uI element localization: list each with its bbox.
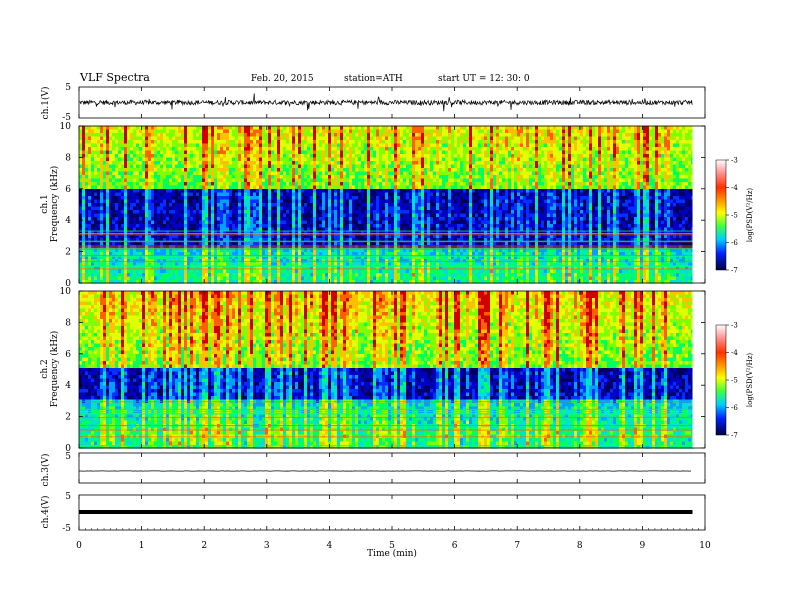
colorbar-ch1-label: log(PSD(V²/Hz) bbox=[746, 188, 754, 243]
ch4-ylabel: ch.4(V) bbox=[40, 496, 51, 529]
freq-tick-label: 6 bbox=[65, 185, 71, 195]
ch3-frame bbox=[79, 453, 705, 483]
colorbar-tick-label: -4 bbox=[731, 184, 738, 192]
colorbar-ch1: -3 -4 -5 -6 -7 log(PSD(V²/Hz) bbox=[716, 157, 754, 275]
date-label: Feb. 20, 2015 bbox=[251, 74, 314, 84]
ch3-ylabel: ch.3(V) bbox=[40, 454, 51, 487]
ch1-channel-label: ch.1 bbox=[40, 194, 50, 213]
colorbar-ch1-gradient bbox=[716, 160, 726, 270]
ch1-ytick-top: 5 bbox=[65, 83, 71, 93]
freq-tick-label: 10 bbox=[60, 287, 72, 297]
colorbar-tick-label: -4 bbox=[731, 349, 738, 357]
ch2-spectrogram-image bbox=[79, 291, 705, 449]
ch2-channel-label: ch.2 bbox=[40, 359, 50, 378]
freq-tick-label: 8 bbox=[65, 318, 71, 328]
x-tick-label: 6 bbox=[452, 541, 458, 551]
colorbar-tick-label: -6 bbox=[731, 404, 738, 412]
ch3-ytick-top: 5 bbox=[65, 452, 71, 462]
x-tick-label: 7 bbox=[514, 541, 520, 551]
x-tick-label: 4 bbox=[327, 541, 333, 551]
colorbar-tick-label: -5 bbox=[731, 212, 738, 220]
colorbar-tick-label: -3 bbox=[731, 157, 738, 165]
freq-tick-label: 2 bbox=[65, 248, 71, 258]
x-tick-label: 9 bbox=[640, 541, 646, 551]
figure-title: VLF Spectra bbox=[79, 71, 150, 84]
freq-tick-label: 10 bbox=[60, 122, 72, 132]
ch4-waveform-line bbox=[79, 510, 693, 514]
x-tick-label: 2 bbox=[201, 541, 207, 551]
ch4-ytick-top: 5 bbox=[65, 492, 71, 502]
freq-tick-label: 4 bbox=[65, 216, 71, 226]
colorbar-ch2: -3 -4 -5 -6 -7 log(PSD(V²/Hz) bbox=[716, 322, 754, 440]
ch1-ylabel: ch.1(V) bbox=[40, 87, 51, 120]
ch1-frequency-label: Frequency (kHz) bbox=[49, 166, 60, 243]
freq-tick-label: 2 bbox=[65, 413, 71, 423]
colorbar-ch2-label: log(PSD(V²/Hz) bbox=[746, 353, 754, 408]
station-label: station=ATH bbox=[344, 74, 403, 84]
colorbar-tick-label: -7 bbox=[731, 267, 738, 275]
ch1-panel: 5 -5 ch.1(V) bbox=[40, 83, 705, 123]
freq-tick-label: 4 bbox=[65, 381, 71, 391]
colorbar-tick-label: -5 bbox=[731, 377, 738, 385]
ch3-panel: 5 ch.3(V) bbox=[40, 452, 705, 486]
colorbar-tick-label: -7 bbox=[731, 432, 738, 440]
ch4-panel: 5 -5 ch.4(V) bbox=[40, 492, 705, 534]
colorbar-tick-label: -3 bbox=[731, 322, 738, 330]
x-tick-label: 10 bbox=[699, 541, 711, 551]
vlf-figure: VLF Spectra Feb. 20, 2015 station=ATH st… bbox=[0, 0, 792, 612]
x-tick-label: 0 bbox=[76, 541, 82, 551]
colorbar-ch2-gradient bbox=[716, 325, 726, 435]
x-tick-label: 8 bbox=[577, 541, 583, 551]
x-tick-label: 3 bbox=[264, 541, 270, 551]
start-time-label: start UT = 12: 30: 0 bbox=[438, 74, 530, 84]
freq-tick-label: 8 bbox=[65, 153, 71, 163]
ch4-ytick-bottom: -5 bbox=[62, 524, 71, 534]
ch2-frequency-label: Frequency (kHz) bbox=[49, 331, 60, 408]
ch1-spectrogram-image bbox=[79, 126, 705, 284]
colorbar-tick-label: -6 bbox=[731, 239, 738, 247]
freq-tick-label: 6 bbox=[65, 350, 71, 360]
x-tick-label: 1 bbox=[139, 541, 145, 551]
time-axis-label: Time (min) bbox=[367, 548, 417, 559]
